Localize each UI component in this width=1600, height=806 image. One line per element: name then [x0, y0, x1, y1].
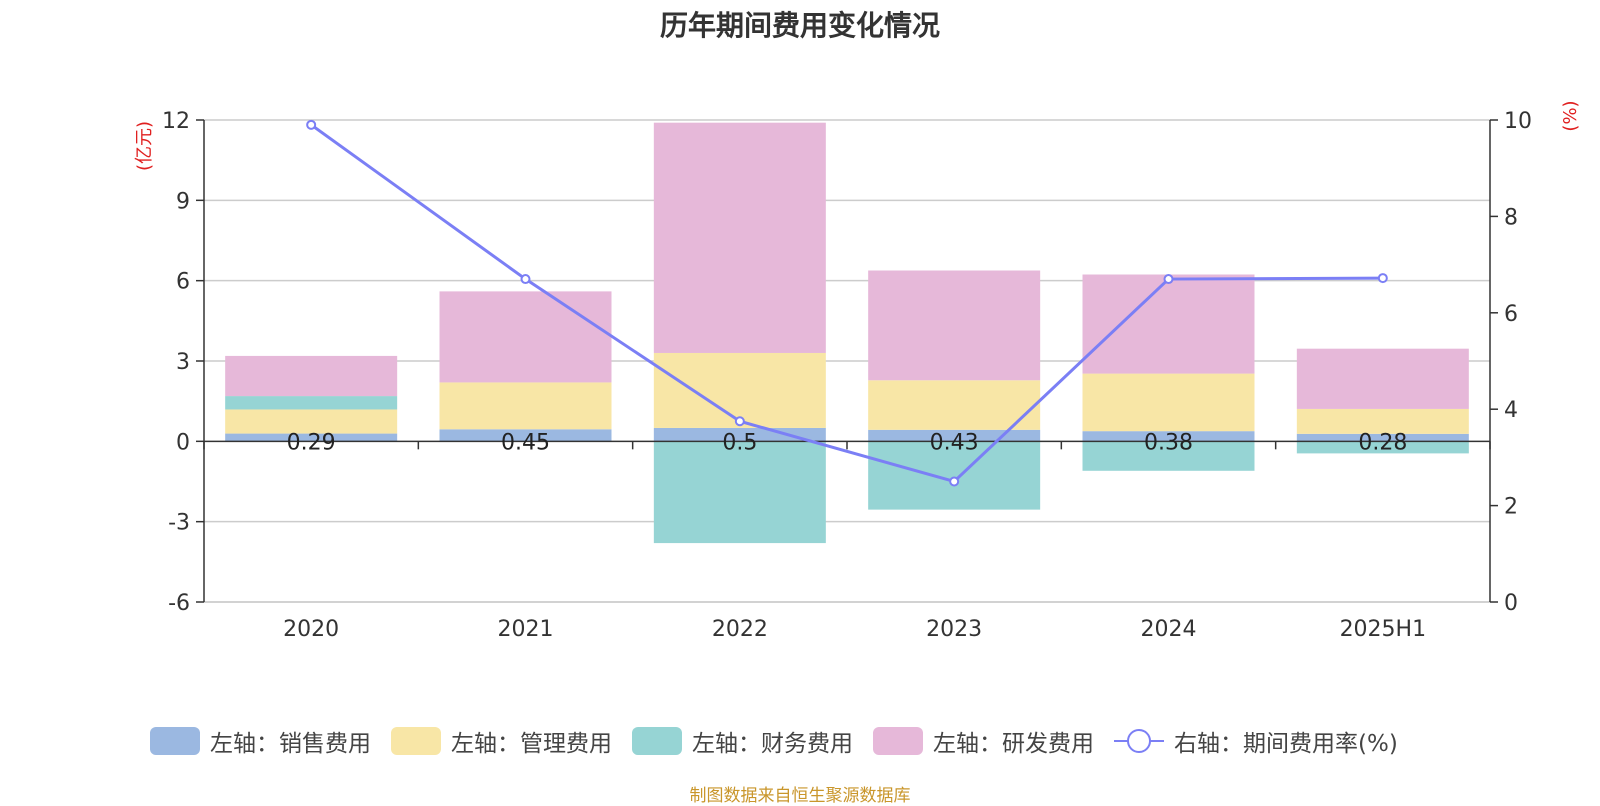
category-label: 2020 — [283, 617, 339, 642]
bar-segment — [868, 429, 1041, 442]
legend-label-expense-rate: 右轴：期间费用率(%) — [1174, 731, 1398, 757]
bar-segment — [225, 355, 398, 397]
category-label: 2021 — [498, 617, 554, 642]
legend-swatch-rnd — [873, 727, 923, 755]
bar-segment — [1296, 348, 1469, 409]
bar-segment — [868, 270, 1041, 381]
bar-segment — [653, 441, 826, 544]
bar-segment — [653, 352, 826, 428]
right-axis-tick-label: 0 — [1504, 591, 1518, 616]
left-axis-tick-label: 12 — [162, 109, 190, 134]
legend-item-rnd[interactable]: 左轴：研发费用 — [873, 724, 1094, 758]
source-note: 制图数据来自恒生聚源数据库 — [689, 786, 911, 806]
left-axis-tick-label: 3 — [176, 350, 190, 375]
legend-swatch-admin — [391, 727, 441, 755]
legend-item-sales[interactable]: 左轴：销售费用 — [150, 724, 371, 758]
category-label: 2023 — [926, 617, 982, 642]
bar-segment — [225, 396, 398, 410]
category-label: 2025H1 — [1340, 617, 1427, 642]
right-axis-tick-label: 2 — [1504, 495, 1518, 520]
bar-segment — [1082, 274, 1255, 374]
expense-rate-point — [520, 274, 531, 285]
expense-rate-point — [1377, 273, 1388, 284]
legend: 左轴：销售费用 左轴：管理费用 左轴：财务费用 左轴：研发费用 右轴：期间费用率… — [150, 724, 1418, 758]
legend-swatch-finance — [632, 727, 682, 755]
legend-label-finance: 左轴：财务费用 — [692, 731, 853, 757]
bar-segment — [1296, 408, 1469, 434]
legend-item-expense-rate[interactable]: 右轴：期间费用率(%) — [1114, 724, 1398, 758]
bar-segment — [868, 441, 1041, 510]
bar-segment — [653, 122, 826, 353]
left-axis-tick-label: 9 — [176, 189, 190, 214]
bar-segment — [439, 429, 612, 442]
bar-segment — [1082, 431, 1255, 442]
bar-segment — [1296, 441, 1469, 454]
data-labels: 0.29 0.45 0.5 0.43 0.38 0.28 — [287, 430, 1408, 455]
right-axis-tick-label: 6 — [1504, 302, 1518, 327]
legend-item-admin[interactable]: 左轴：管理费用 — [391, 724, 612, 758]
bar-segment — [1296, 433, 1469, 442]
data-label: 0.29 — [287, 430, 336, 455]
line-series — [306, 119, 1388, 487]
category-label: 2024 — [1141, 617, 1197, 642]
legend-swatch-expense-rate — [1114, 729, 1164, 753]
expense-rate-point — [949, 476, 960, 487]
chart-title: 历年期间费用变化情况 — [659, 9, 940, 42]
right-axis-tick-label: 4 — [1504, 398, 1518, 423]
right-axis-tick-label: 8 — [1504, 205, 1518, 230]
left-axis-tick-label: -6 — [168, 591, 190, 616]
data-label: 0.28 — [1358, 430, 1407, 455]
legend-label-sales: 左轴：销售费用 — [210, 731, 371, 757]
data-label: 0.38 — [1144, 430, 1193, 455]
grid-lines — [204, 119, 1490, 603]
right-axis-unit: (%) — [1560, 100, 1581, 131]
bar-segment — [225, 433, 398, 442]
legend-item-finance[interactable]: 左轴：财务费用 — [632, 724, 853, 758]
axes: -6 -3 0 3 6 9 12 0 2 4 6 8 10 (亿元) (%) 2020 2021 2022 2023… — [134, 100, 1581, 642]
left-axis-tick-label: 6 — [176, 270, 190, 295]
legend-swatch-sales — [150, 727, 200, 755]
data-label: 0.5 — [722, 430, 757, 455]
left-axis-tick-label: 0 — [176, 430, 190, 455]
data-label: 0.43 — [930, 430, 979, 455]
bar-segment — [653, 427, 826, 442]
expense-rate-point — [734, 416, 745, 427]
left-axis-tick-label: -3 — [168, 511, 190, 536]
bar-segment — [225, 409, 398, 434]
category-label: 2022 — [712, 617, 768, 642]
expense-rate-point — [306, 119, 317, 130]
right-axis-tick-label: 10 — [1504, 109, 1532, 134]
bar-segment — [439, 382, 612, 430]
left-axis-unit: (亿元) — [134, 121, 155, 171]
bar-series — [225, 122, 1469, 544]
expense-rate-point — [1163, 274, 1174, 285]
data-label: 0.45 — [501, 430, 550, 455]
legend-label-admin: 左轴：管理费用 — [451, 731, 612, 757]
bar-segment — [1082, 373, 1255, 432]
bar-segment — [1082, 441, 1255, 471]
expense-rate-line — [310, 123, 1383, 484]
legend-label-rnd: 左轴：研发费用 — [933, 731, 1094, 757]
bar-segment — [868, 380, 1041, 430]
bar-segment — [439, 291, 612, 383]
